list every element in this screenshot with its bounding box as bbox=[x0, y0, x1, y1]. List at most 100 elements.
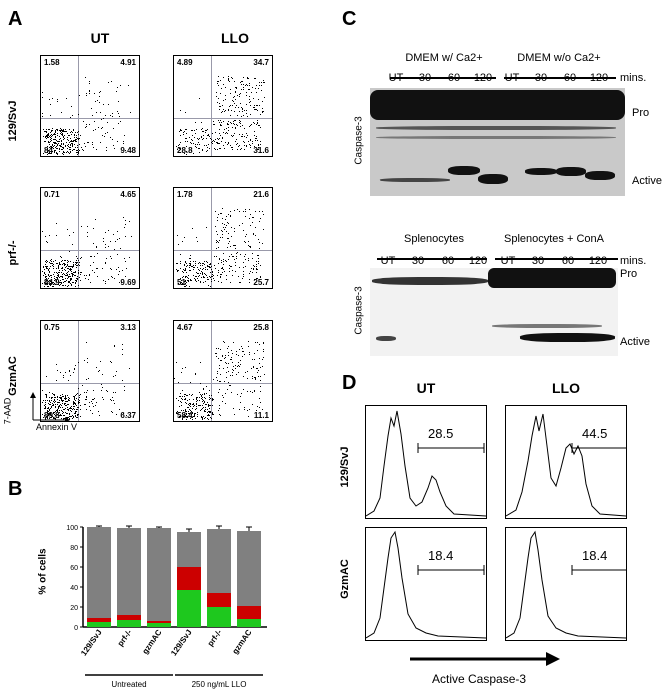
facs-event bbox=[232, 370, 234, 372]
facs-event bbox=[227, 246, 229, 248]
facs-event bbox=[110, 137, 112, 139]
facs-event bbox=[238, 211, 240, 212]
facs-event bbox=[48, 268, 50, 270]
facs-event bbox=[240, 253, 241, 255]
facs-event bbox=[62, 414, 64, 416]
facs-event bbox=[231, 359, 233, 361]
facs-event bbox=[66, 267, 68, 269]
facs-event bbox=[199, 404, 201, 406]
facs-event bbox=[253, 366, 255, 368]
facs-event bbox=[88, 82, 90, 84]
facs-event bbox=[53, 278, 55, 280]
facs-event bbox=[224, 271, 225, 273]
facs-event bbox=[81, 256, 83, 258]
facs-event bbox=[232, 256, 234, 258]
facs-event bbox=[199, 270, 201, 272]
panel-d-xaxis-label: Active Caspase-3 bbox=[432, 672, 527, 686]
facs-event bbox=[63, 282, 65, 284]
facs-event bbox=[257, 375, 259, 377]
facs-event bbox=[187, 410, 189, 412]
facs-event bbox=[45, 408, 47, 410]
facs-event bbox=[59, 144, 61, 146]
facs-event bbox=[50, 139, 52, 141]
facs-event bbox=[49, 141, 51, 143]
facs-event bbox=[75, 282, 77, 284]
facs-event bbox=[50, 416, 52, 418]
facs-event bbox=[249, 83, 251, 85]
facs-event bbox=[52, 264, 54, 266]
facs-event bbox=[70, 270, 72, 272]
facs-event bbox=[211, 140, 213, 142]
facs-event bbox=[99, 370, 100, 372]
facs-event bbox=[239, 81, 241, 83]
facs-event bbox=[219, 413, 221, 415]
facs-event bbox=[218, 128, 220, 130]
facs-event bbox=[61, 412, 63, 414]
facs-event bbox=[203, 403, 205, 404]
facs-event bbox=[82, 149, 84, 150]
facs-event bbox=[92, 115, 94, 117]
facs-event bbox=[110, 240, 112, 242]
facs-event bbox=[60, 280, 62, 282]
facs-event bbox=[245, 91, 247, 93]
facs-event bbox=[200, 271, 202, 273]
facs-event bbox=[190, 382, 192, 383]
category-label: gzmAC bbox=[230, 628, 253, 656]
facs-event bbox=[188, 413, 190, 415]
facs-event bbox=[228, 355, 230, 357]
panel-c-bottom-group-1: Splenocytes bbox=[404, 233, 464, 245]
facs-event bbox=[260, 126, 262, 128]
facs-event bbox=[242, 355, 243, 357]
facs-event bbox=[61, 264, 63, 266]
facs-event bbox=[46, 276, 48, 278]
facs-event bbox=[254, 359, 256, 361]
facs-event bbox=[62, 133, 64, 134]
facs-event bbox=[54, 405, 56, 407]
facs-event bbox=[202, 404, 203, 406]
panel-c-bottom-group-lines bbox=[375, 248, 625, 266]
facs-event bbox=[212, 399, 214, 401]
facs-event bbox=[126, 268, 128, 270]
facs-event bbox=[103, 399, 105, 400]
facs-event bbox=[49, 153, 51, 154]
facs-event bbox=[200, 135, 202, 137]
facs-event bbox=[44, 282, 46, 284]
facs-event bbox=[63, 151, 65, 153]
facs-event bbox=[66, 403, 68, 405]
facs-event bbox=[60, 146, 62, 148]
facs-event bbox=[231, 77, 233, 79]
facs-event bbox=[93, 130, 95, 132]
facs-event bbox=[232, 99, 234, 101]
facs-event bbox=[242, 76, 244, 78]
facs-event bbox=[248, 409, 250, 411]
facs-event bbox=[77, 262, 79, 264]
facs-event bbox=[77, 387, 79, 389]
facs-event bbox=[42, 128, 44, 130]
facs-event bbox=[47, 417, 49, 419]
facs-event bbox=[248, 140, 249, 142]
panel-a-axis-arrows bbox=[30, 392, 70, 427]
facs-event bbox=[219, 405, 220, 407]
facs-event bbox=[80, 271, 82, 273]
facs-event bbox=[66, 266, 68, 268]
facs-event bbox=[243, 256, 245, 257]
facs-event bbox=[187, 264, 189, 266]
facs-event bbox=[42, 389, 44, 391]
facs-event bbox=[240, 149, 241, 151]
facs-event bbox=[45, 403, 47, 405]
facs-event bbox=[213, 255, 215, 257]
facs-event bbox=[227, 363, 229, 365]
facs-event bbox=[201, 396, 203, 398]
facs-event bbox=[216, 239, 218, 241]
facs-event bbox=[64, 394, 66, 396]
facs-event bbox=[50, 414, 52, 416]
facs-event bbox=[211, 133, 213, 135]
facs-event bbox=[185, 402, 187, 404]
facs-event bbox=[85, 127, 87, 129]
facs-event bbox=[78, 284, 80, 286]
facs-event bbox=[121, 354, 123, 356]
facs-event bbox=[225, 392, 227, 394]
facs-event bbox=[255, 378, 257, 379]
facs-event bbox=[249, 281, 251, 283]
facs-event bbox=[72, 274, 74, 276]
